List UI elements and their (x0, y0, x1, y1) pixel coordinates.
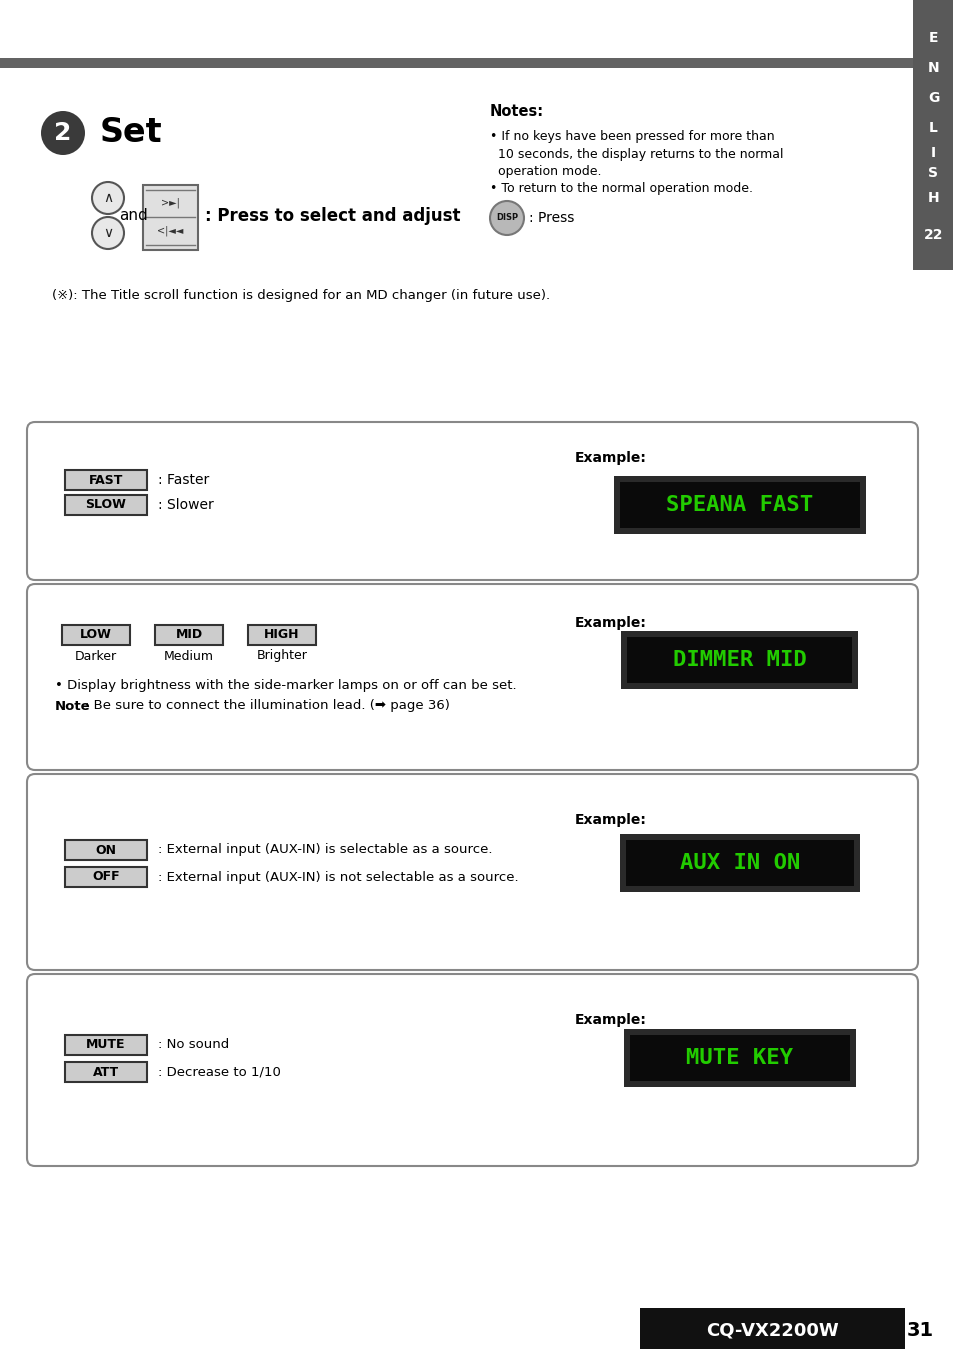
Text: ∨: ∨ (103, 227, 113, 240)
Text: : Be sure to connect the illumination lead. (➡ page 36): : Be sure to connect the illumination le… (85, 700, 450, 712)
Text: 10 seconds, the display returns to the normal: 10 seconds, the display returns to the n… (490, 148, 782, 161)
Text: : External input (AUX-IN) is not selectable as a source.: : External input (AUX-IN) is not selecta… (158, 870, 518, 884)
Text: N: N (926, 61, 939, 76)
Text: S: S (927, 166, 938, 179)
Circle shape (91, 182, 124, 214)
Bar (639, 1309, 904, 1349)
Circle shape (91, 217, 124, 250)
Text: MID: MID (175, 629, 202, 642)
Text: ON: ON (95, 843, 116, 857)
Text: CQ-VX2200W: CQ-VX2200W (705, 1321, 838, 1340)
Text: H: H (926, 192, 939, 205)
FancyBboxPatch shape (27, 774, 917, 970)
Text: : Slower: : Slower (158, 498, 213, 513)
Text: : External input (AUX-IN) is selectable as a source.: : External input (AUX-IN) is selectable … (158, 843, 492, 857)
Bar (143, 185, 198, 250)
Bar (619, 482, 859, 527)
FancyBboxPatch shape (27, 422, 917, 580)
Text: G: G (927, 90, 938, 105)
Text: : No sound: : No sound (158, 1039, 229, 1051)
Text: (※): The Title scroll function is designed for an MD changer (in future use).: (※): The Title scroll function is design… (52, 289, 550, 301)
Bar (623, 1029, 855, 1087)
Text: SPEANA FAST: SPEANA FAST (666, 495, 813, 515)
Text: : Press: : Press (529, 210, 574, 225)
Bar (62, 625, 130, 645)
Text: Darker: Darker (75, 649, 117, 662)
Text: ∧: ∧ (103, 192, 113, 205)
Text: Example:: Example: (575, 813, 646, 827)
Bar (912, 0, 953, 270)
Text: Example:: Example: (575, 616, 646, 630)
Text: Notes:: Notes: (490, 104, 543, 120)
Bar (629, 1035, 849, 1081)
Circle shape (41, 111, 85, 155)
Text: AUX IN ON: AUX IN ON (679, 853, 800, 873)
Text: Set: Set (100, 116, 162, 150)
Bar (625, 840, 853, 886)
Bar (154, 625, 223, 645)
Text: • To return to the normal operation mode.: • To return to the normal operation mode… (490, 182, 752, 196)
Text: MUTE KEY: MUTE KEY (686, 1048, 793, 1068)
Text: Example:: Example: (575, 451, 646, 465)
Text: : Decrease to 1/10: : Decrease to 1/10 (158, 1066, 280, 1078)
Text: E: E (928, 31, 937, 45)
Bar (65, 867, 147, 888)
Text: L: L (928, 121, 937, 135)
Text: • If no keys have been pressed for more than: • If no keys have been pressed for more … (490, 130, 774, 143)
Text: • Display brightness with the side-marker lamps on or off can be set.: • Display brightness with the side-marke… (55, 679, 517, 692)
Text: LOW: LOW (80, 629, 112, 642)
Bar (620, 631, 858, 689)
Bar (65, 1035, 147, 1055)
Text: <|◄◄: <|◄◄ (157, 225, 184, 236)
Text: DIMMER MID: DIMMER MID (673, 650, 806, 670)
Text: : Faster: : Faster (158, 473, 209, 487)
Text: 31: 31 (905, 1321, 933, 1340)
Text: 22: 22 (923, 228, 943, 241)
Text: Brighter: Brighter (256, 649, 307, 662)
Bar (65, 495, 147, 515)
Text: and: and (119, 209, 149, 224)
Text: I: I (930, 146, 935, 161)
Bar (65, 1062, 147, 1082)
Text: MUTE: MUTE (86, 1039, 126, 1051)
Bar (248, 625, 315, 645)
Text: Example:: Example: (575, 1013, 646, 1027)
Bar (65, 469, 147, 490)
FancyBboxPatch shape (27, 584, 917, 770)
Bar (65, 840, 147, 861)
Text: 2: 2 (54, 121, 71, 144)
Text: Note: Note (55, 700, 91, 712)
FancyBboxPatch shape (27, 974, 917, 1166)
Bar (627, 637, 852, 683)
Text: ATT: ATT (92, 1066, 119, 1078)
Text: OFF: OFF (92, 870, 120, 884)
Text: >►|: >►| (161, 198, 180, 208)
Text: HIGH: HIGH (264, 629, 299, 642)
Text: DISP: DISP (496, 213, 517, 223)
Text: SLOW: SLOW (86, 499, 127, 511)
Bar (614, 476, 865, 534)
Text: : Press to select and adjust: : Press to select and adjust (205, 206, 460, 225)
Text: Medium: Medium (164, 649, 213, 662)
Text: FAST: FAST (89, 473, 123, 487)
Text: operation mode.: operation mode. (490, 165, 601, 178)
Bar (619, 834, 859, 892)
Circle shape (490, 201, 523, 235)
Bar (0, 58, 912, 67)
